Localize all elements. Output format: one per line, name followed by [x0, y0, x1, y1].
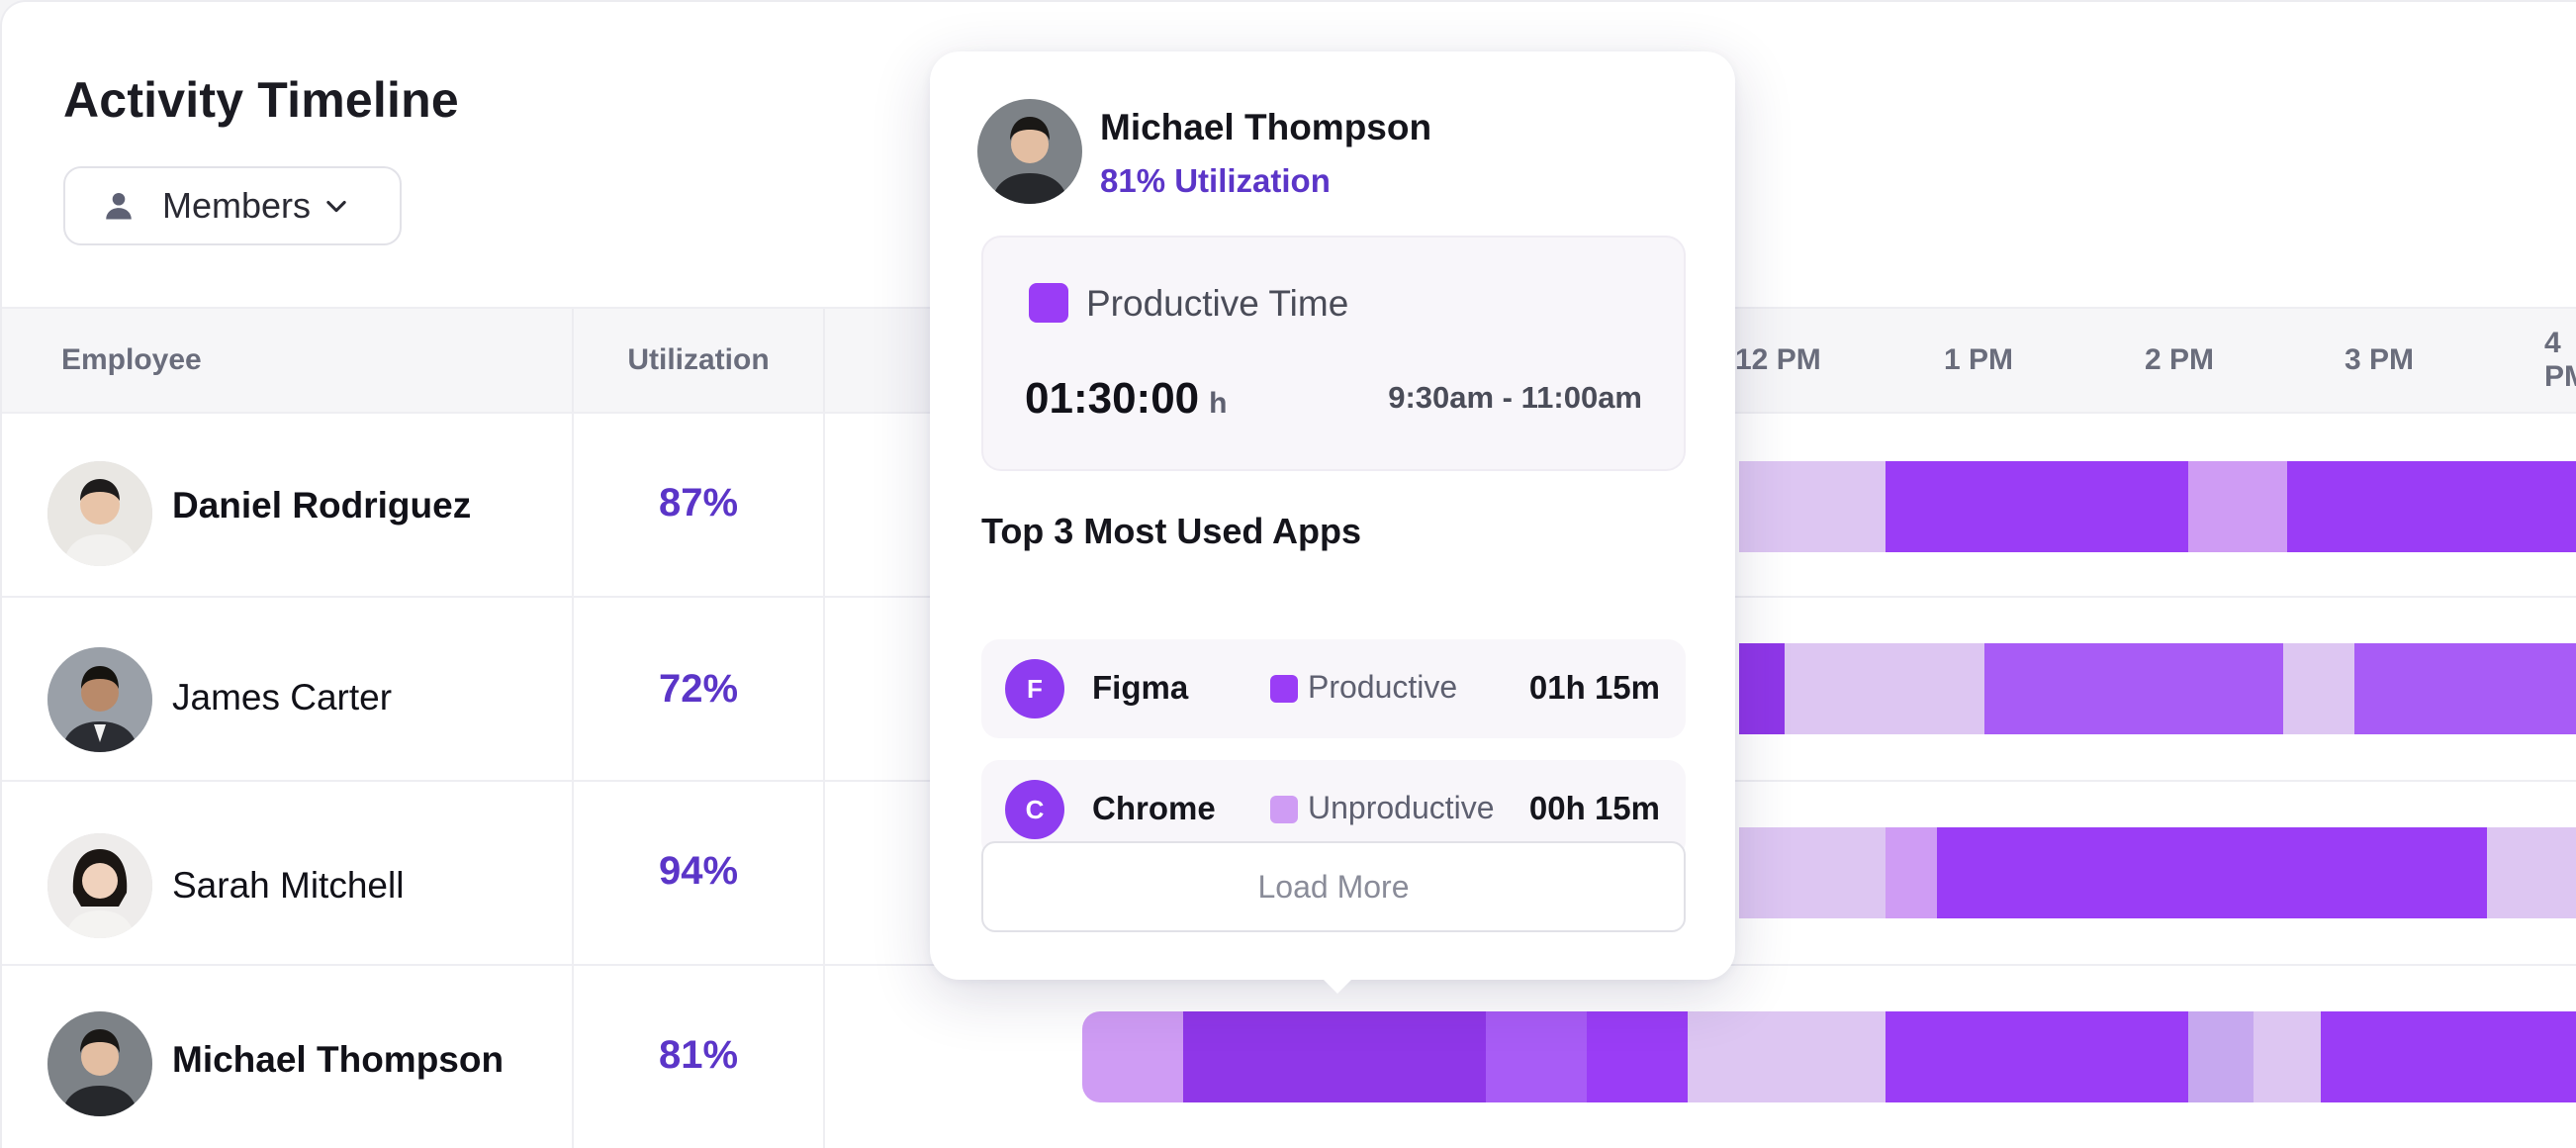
avatar	[47, 461, 152, 566]
timeline-segment[interactable]	[2321, 1011, 2576, 1102]
hour-label: 4 PM	[2544, 327, 2576, 393]
timeline-segment[interactable]	[1486, 1011, 1587, 1102]
employee-name: Daniel Rodriguez	[172, 485, 472, 526]
tooltip-employee-name: Michael Thompson	[1100, 107, 1432, 147]
avatar	[47, 833, 152, 938]
table-row[interactable]: James Carter 72%	[2, 598, 2576, 782]
page-title: Activity Timeline	[63, 72, 459, 128]
duration-unit: h	[1209, 387, 1228, 420]
chrome-app-icon: C	[1005, 780, 1064, 839]
table-row[interactable]: Daniel Rodriguez 87%	[2, 414, 2576, 598]
productive-time-box: Productive Time 01:30:00 h 9:30am - 11:00…	[981, 236, 1686, 471]
app-category: Productive	[1308, 669, 1458, 705]
hour-label: 1 PM	[1944, 343, 2014, 376]
timeline-segment[interactable]	[2283, 643, 2354, 734]
avatar	[977, 99, 1082, 204]
utilization-value: 87%	[658, 481, 739, 525]
duration-value: 01:30:00	[1025, 374, 1200, 423]
person-icon	[106, 192, 132, 220]
utilization-value: 72%	[658, 667, 739, 711]
productive-color-swatch	[1270, 675, 1298, 703]
hour-label: 3 PM	[2345, 343, 2415, 376]
timeline-segment[interactable]	[2287, 461, 2576, 552]
timeline-segment[interactable]	[1587, 1011, 1688, 1102]
timeline-segment[interactable]	[1886, 827, 1937, 918]
timeline-segment[interactable]	[1739, 827, 1886, 918]
timeline-segment[interactable]	[1785, 643, 1984, 734]
timeline-segment[interactable]	[2487, 827, 2576, 918]
timeline-segment[interactable]	[1183, 1011, 1486, 1102]
productive-duration: 01:30:00 h	[1025, 374, 1227, 424]
time-range: 9:30am - 11:00am	[1388, 380, 1642, 415]
timeline-segment[interactable]	[1937, 827, 2487, 918]
timeline-segment[interactable]	[2188, 1011, 2254, 1102]
table-row[interactable]: Michael Thompson 81%	[2, 966, 2576, 1148]
employee-name: James Carter	[172, 677, 393, 718]
hour-label: 2 PM	[2145, 343, 2215, 376]
tooltip-arrow	[1320, 976, 1355, 994]
timeline-segment[interactable]	[1739, 643, 1785, 734]
timeline-segment[interactable]	[1984, 643, 2283, 734]
avatar	[47, 1011, 152, 1116]
members-filter-button[interactable]: Members	[63, 166, 402, 245]
utilization-value: 94%	[658, 849, 739, 893]
timeline-segment[interactable]	[1886, 1011, 2188, 1102]
app-list-item[interactable]: F Figma Productive 01h 15m	[981, 639, 1686, 738]
unproductive-color-swatch	[1270, 796, 1298, 823]
hour-label: 12 PM	[1735, 343, 1821, 376]
timeline-segment[interactable]	[1082, 1011, 1183, 1102]
utilization-value: 81%	[658, 1033, 739, 1077]
timeline-segment[interactable]	[2254, 1011, 2321, 1102]
app-time: 01h 15m	[1528, 669, 1660, 706]
timeline-segment[interactable]	[1688, 1011, 1886, 1102]
app-category: Unproductive	[1308, 790, 1495, 825]
members-label: Members	[162, 185, 312, 226]
app-name: Figma	[1092, 669, 1189, 706]
tooltip-utilization: 81% Utilization	[1100, 162, 1331, 199]
app-name: Chrome	[1092, 790, 1216, 826]
figma-app-icon: F	[1005, 659, 1064, 718]
timeline-segment[interactable]	[2188, 461, 2287, 552]
timeline-segment[interactable]	[1886, 461, 2188, 552]
column-header-utilization[interactable]: Utilization	[572, 309, 825, 412]
timeline-segment[interactable]	[1739, 461, 1886, 552]
column-header-employee[interactable]: Employee	[61, 343, 202, 376]
apps-section-title: Top 3 Most Used Apps	[981, 511, 1362, 551]
table-row[interactable]: Sarah Mitchell 94%	[2, 782, 2576, 966]
employee-activity-tooltip: Michael Thompson 81% Utilization Product…	[930, 51, 1735, 980]
productive-color-swatch	[1029, 283, 1068, 323]
load-more-button[interactable]: Load More	[981, 841, 1686, 932]
chevron-down-icon	[326, 200, 346, 213]
employee-name: Michael Thompson	[172, 1039, 505, 1080]
employee-name: Sarah Mitchell	[172, 865, 405, 906]
productive-time-label: Productive Time	[1086, 283, 1349, 324]
avatar	[47, 647, 152, 752]
app-time: 00h 15m	[1528, 790, 1660, 826]
timeline-segment[interactable]	[2354, 643, 2576, 734]
